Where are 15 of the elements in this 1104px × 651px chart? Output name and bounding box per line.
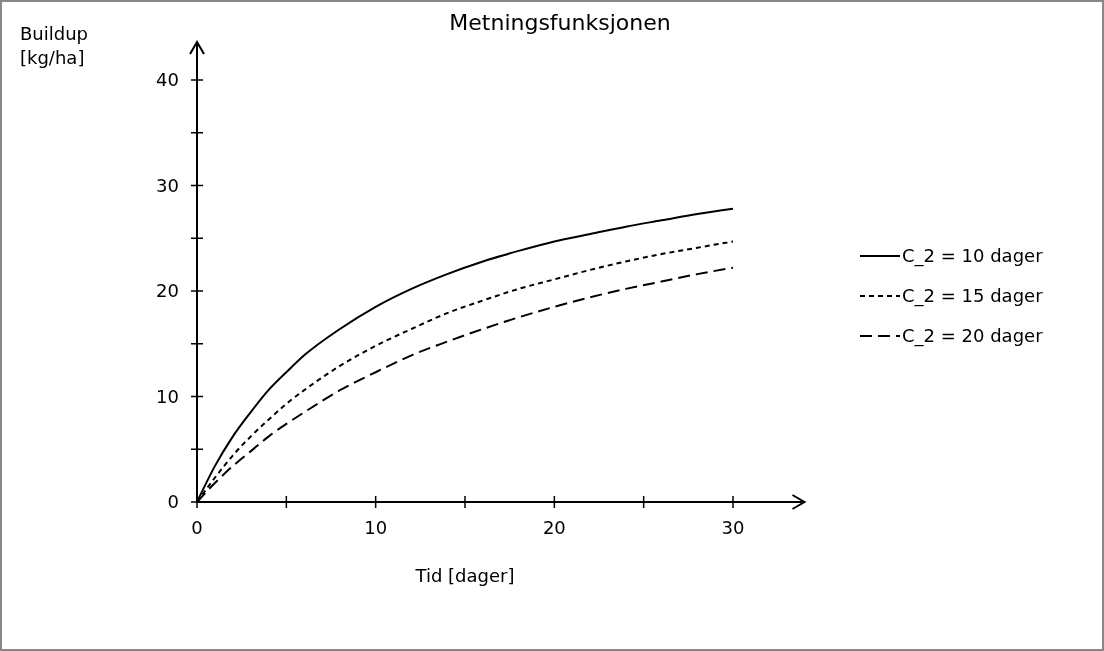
x-tick-label: 10 [364, 517, 388, 538]
y-axis-title: Buildup [kg/ha] [20, 23, 89, 68]
y-tick-label: 30 [156, 174, 179, 196]
x-tick-label: 20 [542, 517, 566, 538]
y-tick-label: 0 [167, 491, 179, 512]
x-axis-title: Tid [dager] [414, 565, 515, 586]
legend-label: C_2 = 10 dager [902, 245, 1044, 267]
x-tick-label: 0 [191, 517, 203, 538]
x-tick-label: 30 [721, 517, 745, 538]
legend-label: C_2 = 15 dager [902, 285, 1044, 307]
y-tick-label: 10 [156, 385, 179, 407]
y-tick-label: 20 [156, 280, 179, 301]
legend-label: C_2 = 20 dager [902, 325, 1044, 347]
y-tick-label: 40 [156, 69, 179, 90]
chart-title: Metningsfunksjonen [449, 10, 671, 35]
